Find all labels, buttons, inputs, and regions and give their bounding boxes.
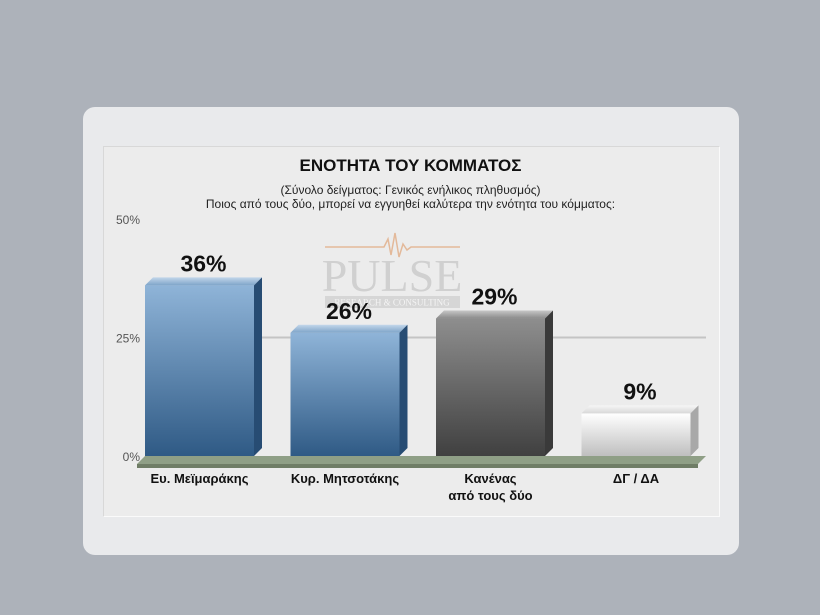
bar-side [399,324,408,456]
chart-floor-edge [137,464,698,468]
chart-subtitle: (Σύνολο δείγματος: Γενικός ενήλικος πληθ… [280,183,541,197]
data-label: 36% [180,250,226,276]
bar [145,285,254,456]
chart-floor [137,456,706,464]
bar-top [290,324,408,333]
x-tick-label: ΔΓ / ΔΑ [613,471,660,486]
chart-title: ΕΝΟΤΗΤΑ ΤΟΥ ΚΟΜΜΑΤΟΣ [299,156,522,175]
bar-side [690,405,699,456]
bar-top [145,277,262,286]
bar-side [545,310,553,456]
x-tick-label: από τους δύο [448,488,532,503]
chart-question: Ποιος από τους δύο, μπορεί να εγγυηθεί κ… [205,197,616,211]
pulse-watermark: PULSE RESEARCH & CONSULTING [322,232,463,308]
bar [290,332,400,456]
bar [436,318,545,456]
bar-top [581,405,699,414]
y-tick-label: 25% [116,332,140,346]
x-tick-label: Ευ. Μεϊμαράκης [150,471,248,486]
x-tick-label: Κανένας [464,471,516,486]
data-label: 9% [623,378,656,404]
bar-side [254,277,262,456]
x-tick-label: Κυρ. Μητσοτάκης [291,471,400,486]
y-tick-label: 0% [123,450,141,464]
watermark-subtext: RESEARCH & CONSULTING [334,298,450,308]
data-label: 26% [326,298,372,324]
data-label: 29% [471,284,517,310]
watermark-text: PULSE [322,250,463,301]
bar-top [436,310,553,319]
y-tick-label: 50% [116,213,140,227]
bar [581,413,691,456]
